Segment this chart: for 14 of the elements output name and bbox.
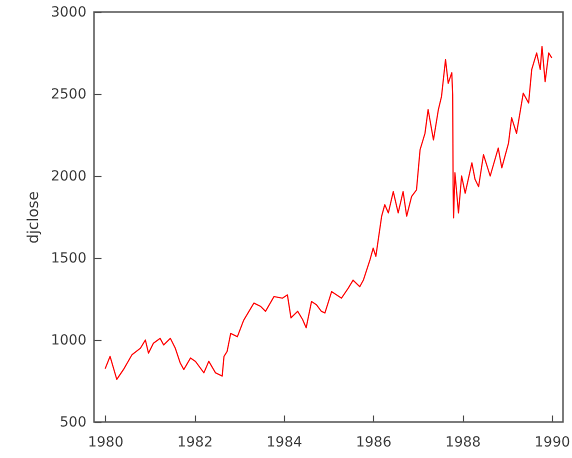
y-tick-label: 1000 [50, 332, 86, 348]
y-tick-label: 2000 [50, 168, 86, 184]
y-axis-title: djclose [24, 191, 42, 244]
line-series [104, 46, 552, 380]
y-tick-label: 3000 [50, 4, 86, 20]
y-tick-label: 2500 [50, 86, 86, 102]
x-tick-label: 1984 [266, 434, 302, 450]
x-tick-label: 1982 [177, 434, 213, 450]
y-tick-label: 500 [60, 414, 86, 430]
x-tick-label: 1990 [534, 434, 570, 450]
x-tick-label: 1986 [356, 434, 392, 450]
x-tick-label: 1980 [88, 434, 124, 450]
x-tick-label: 1988 [445, 434, 481, 450]
y-tick-label: 1500 [50, 250, 86, 266]
